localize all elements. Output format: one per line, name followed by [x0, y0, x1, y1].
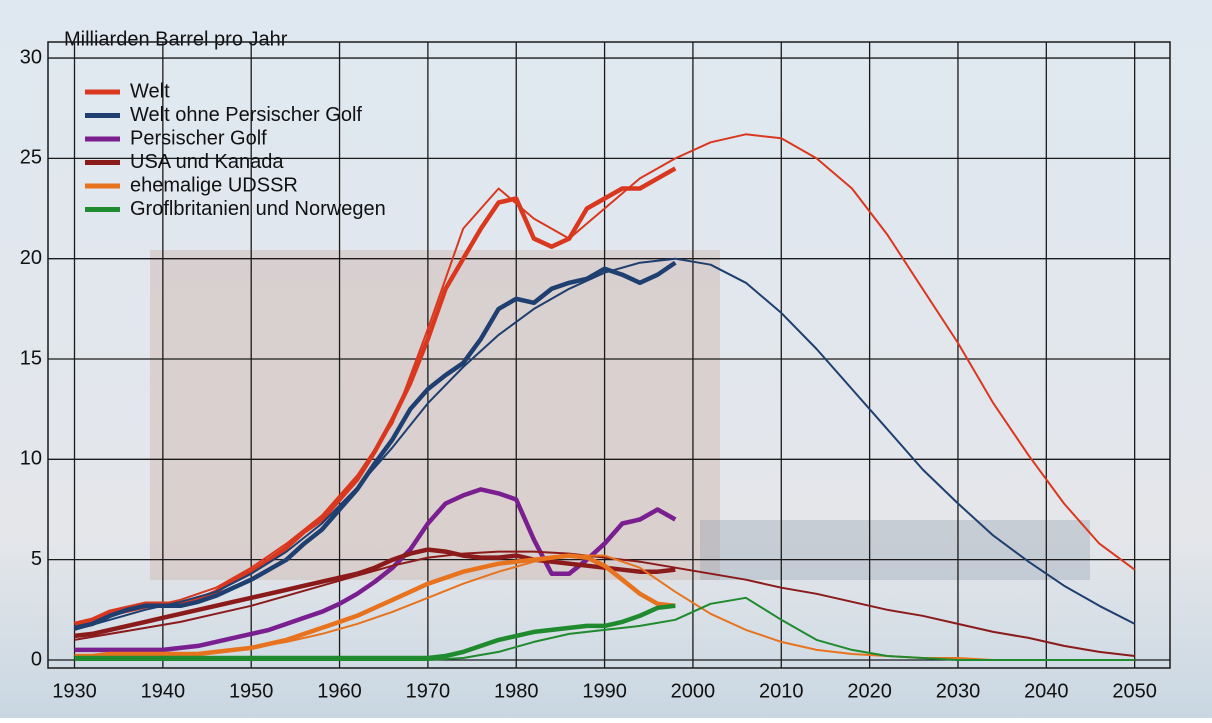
- chart: Milliarden Barrel pro Jahr 0 5 10 15 20 25 30 1…: [0, 0, 1212, 718]
- y-tick-label: 20: [20, 247, 42, 269]
- x-tick-label: 1930: [52, 680, 97, 702]
- legend-label: Welt ohne Persischer Golf: [130, 104, 362, 126]
- x-tick-label: 1980: [494, 680, 539, 702]
- x-tick-label: 2030: [936, 680, 981, 702]
- x-tick-label: 2020: [847, 680, 892, 702]
- legend-label: Welt: [130, 80, 170, 102]
- y-tick-label: 5: [31, 548, 42, 570]
- y-axis-label: Milliarden Barrel pro Jahr: [64, 28, 288, 50]
- background-image: [700, 520, 1090, 580]
- x-tick-label: 1960: [317, 680, 362, 702]
- x-tick-label: 2050: [1112, 680, 1157, 702]
- x-tick-label: 1940: [141, 680, 186, 702]
- legend-label: ehemalige UDSSR: [130, 174, 298, 196]
- legend-label: Groflbritanien und Norwegen: [130, 198, 386, 220]
- y-tick-label: 10: [20, 448, 42, 470]
- legend-label: USA und Kanada: [130, 151, 284, 173]
- y-tick-label: 0: [31, 648, 42, 670]
- x-tick-label: 2010: [759, 680, 804, 702]
- legend-label: Persischer Golf: [130, 127, 267, 149]
- x-tick-label: 1950: [229, 680, 274, 702]
- x-tick-label: 1970: [406, 680, 451, 702]
- background-image: [150, 250, 720, 580]
- y-tick-label: 25: [20, 147, 42, 169]
- y-tick-label: 15: [20, 347, 42, 369]
- y-tick-label: 30: [20, 46, 42, 68]
- x-tick-label: 1990: [582, 680, 627, 702]
- x-tick-label: 2040: [1024, 680, 1069, 702]
- x-tick-label: 2000: [671, 680, 716, 702]
